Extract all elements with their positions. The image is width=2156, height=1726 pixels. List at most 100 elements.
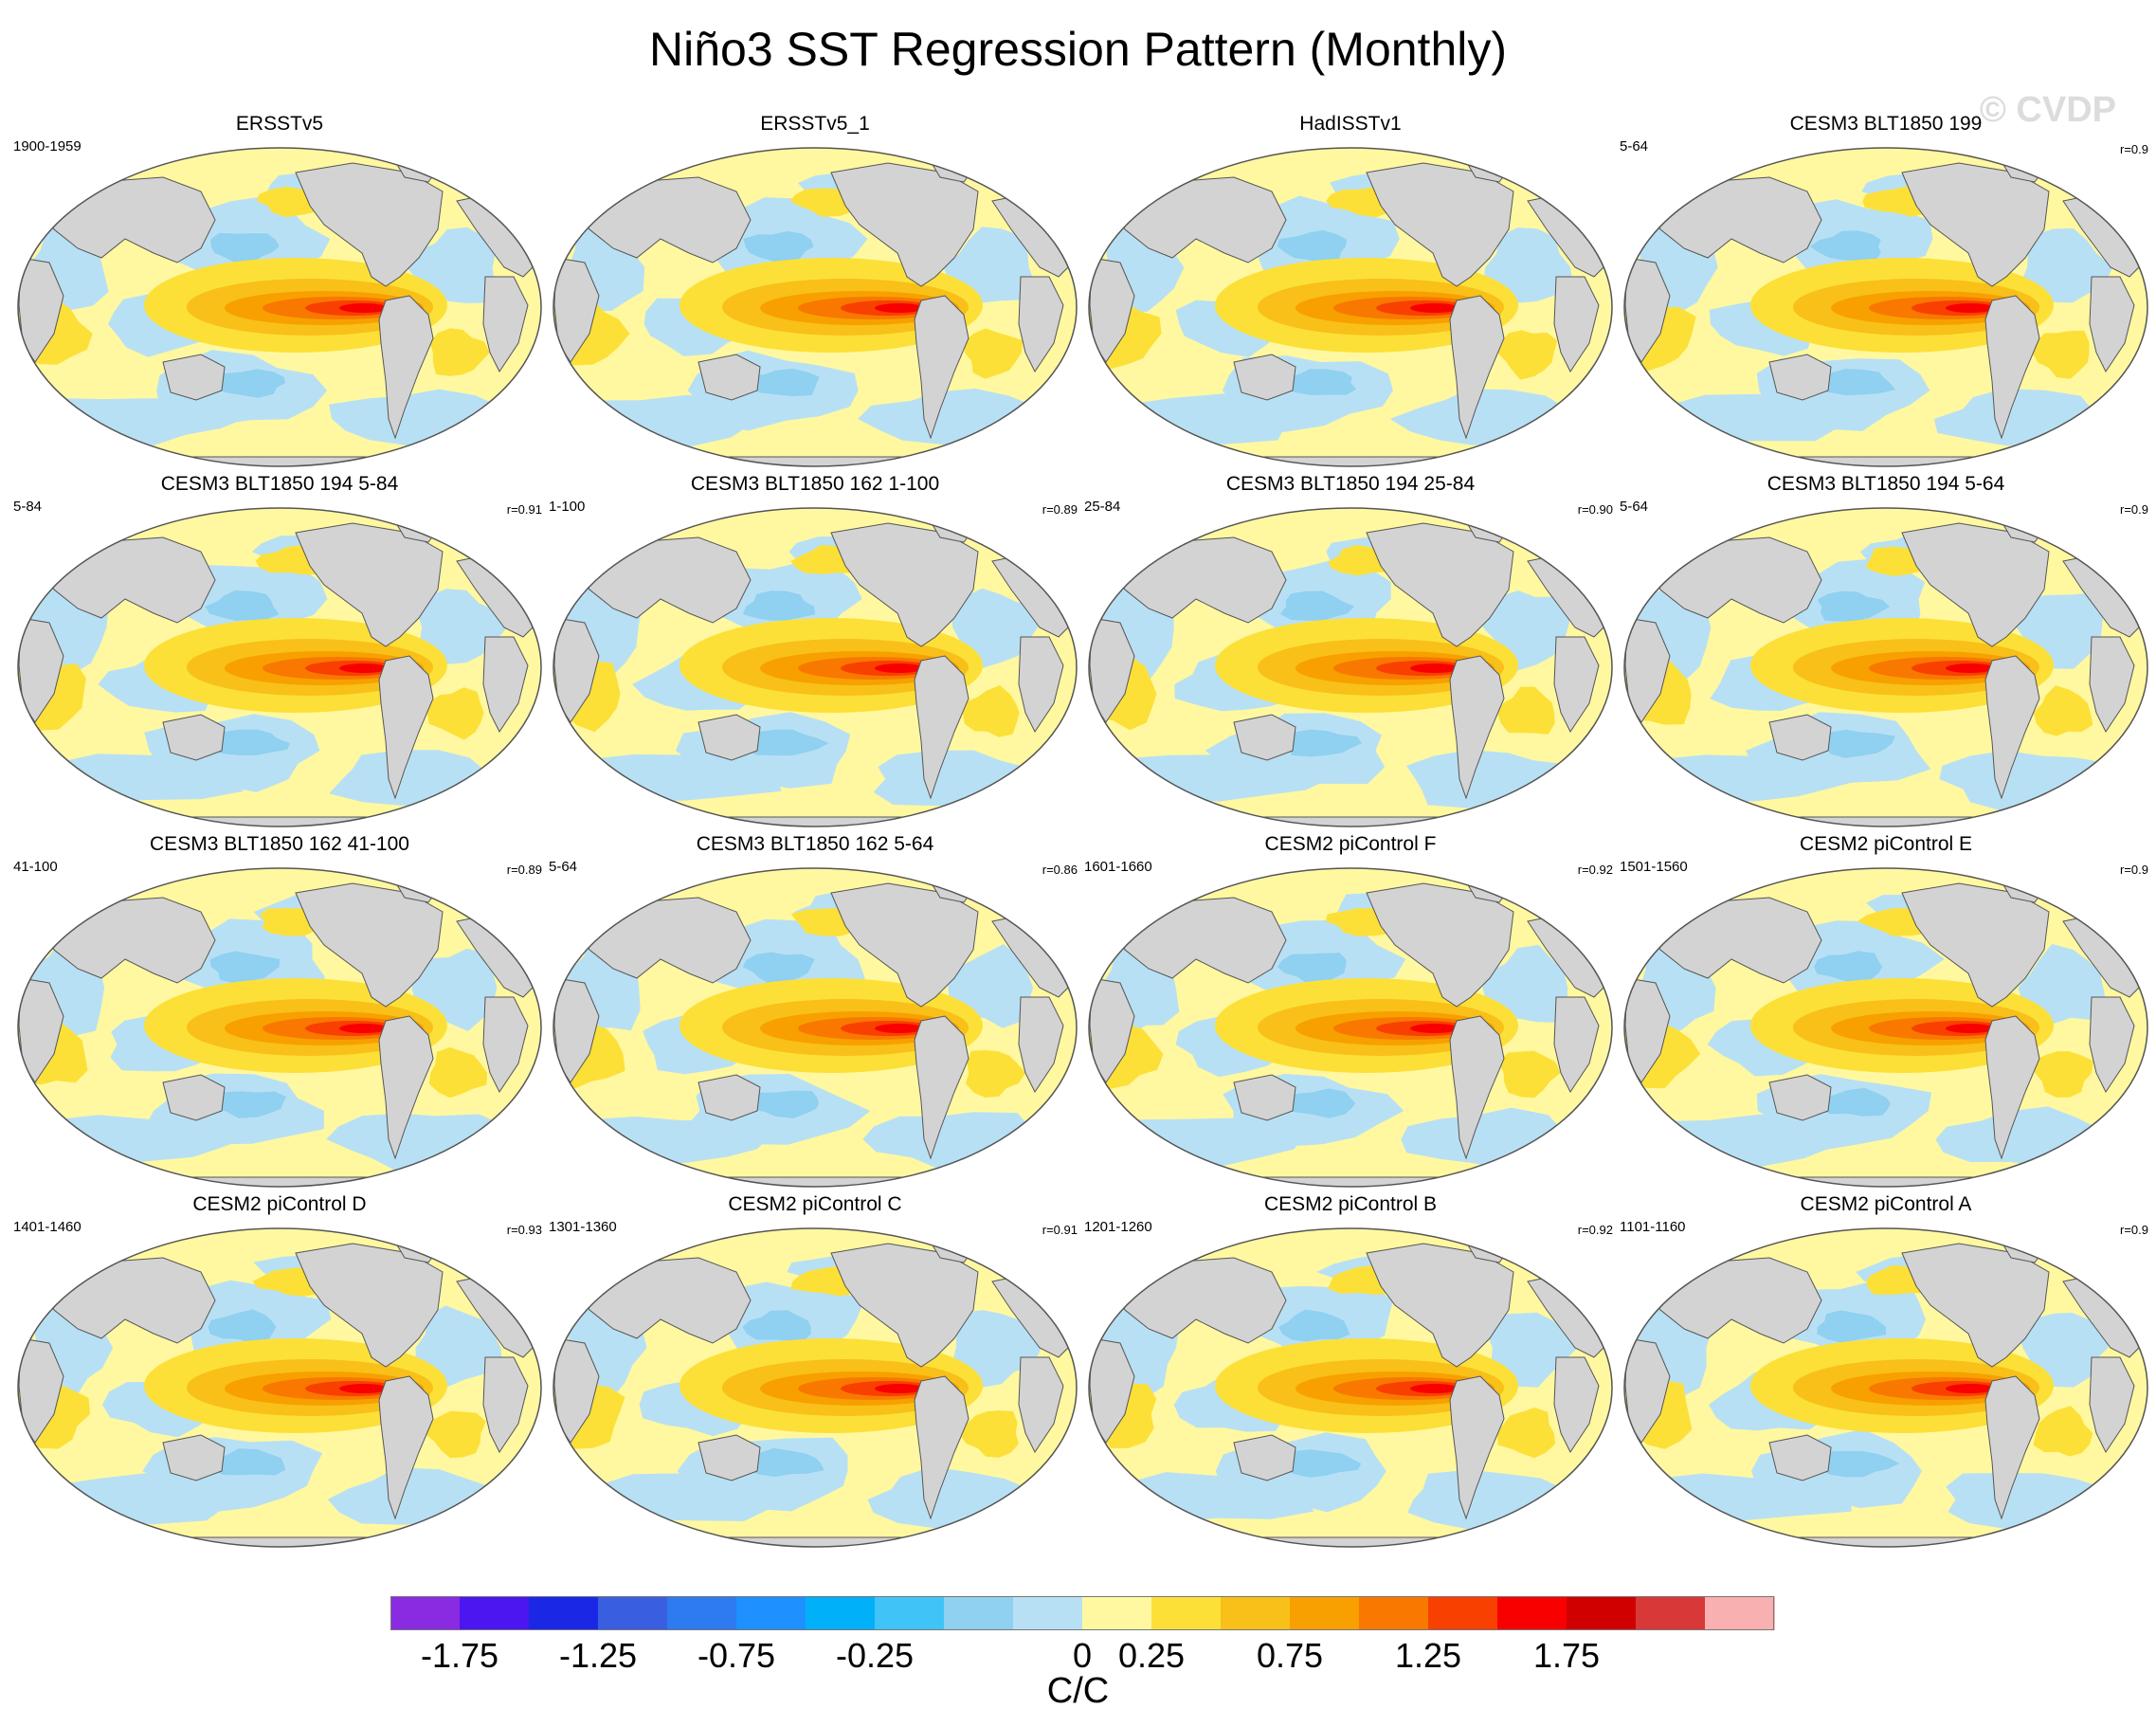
warm-anomaly-patch: [1496, 1408, 1555, 1459]
landmass: [162, 1074, 226, 1121]
map-frame: [1623, 1227, 2148, 1548]
world-map: [17, 867, 542, 1188]
warm-anomaly-tongue: [1410, 1384, 1459, 1393]
warm-anomaly-patch: [962, 685, 1020, 737]
landmass: [1553, 996, 1600, 1093]
warm-anomaly-tongue: [875, 1024, 924, 1033]
cool-anomaly-region: [2018, 943, 2108, 1024]
warm-anomaly-tongue: [339, 1384, 389, 1393]
cool-anomaly-core: [1817, 590, 1891, 622]
panel-title: ERSSTv5: [235, 113, 324, 135]
landmass: [1984, 655, 2040, 800]
landmass: [1089, 617, 1135, 723]
map-frame: [1623, 147, 2148, 467]
cool-anomaly-core: [1815, 1087, 1891, 1117]
warm-anomaly-patch: [1497, 686, 1555, 735]
landmass: [1233, 1434, 1296, 1481]
cool-anomaly-core: [208, 369, 286, 398]
landmass: [1089, 816, 1612, 827]
panel-title: CESM3 BLT1850 162 41-100: [150, 833, 409, 855]
landmass: [1768, 1074, 1832, 1121]
panel-title: CESM3 BLT1850 199: [1789, 113, 1983, 135]
world-map: [553, 867, 1078, 1188]
landmass: [18, 816, 541, 827]
warm-anomaly-tongue: [1410, 1024, 1459, 1033]
panel-title: HadISSTv1: [1299, 113, 1402, 135]
cool-anomaly-core: [1816, 729, 1895, 758]
map-frame: [1623, 867, 2148, 1188]
colorbar-frame: [390, 1596, 1774, 1630]
panel-correlation: r=0.91: [1042, 1223, 1078, 1237]
landmass: [1624, 1337, 1671, 1444]
world-map: [17, 507, 542, 827]
warm-anomaly-patch: [1498, 1050, 1561, 1099]
colorbar-swatch: [1013, 1596, 1083, 1630]
panel-period: 1900-1959: [13, 138, 82, 154]
landmass: [18, 456, 541, 466]
map-frame: [1088, 1227, 1613, 1548]
map-frame: [553, 1227, 1078, 1548]
landmass: [914, 1015, 969, 1160]
map-panel: ERSSTv5_1: [547, 112, 1083, 472]
map-panel: ERSSTv5 1900-1959: [11, 112, 548, 472]
world-map: [1088, 507, 1613, 827]
warm-anomaly-patch: [2032, 330, 2090, 379]
panel-period: 1401-1460: [13, 1219, 82, 1235]
panel-title: CESM2 piControl E: [1799, 833, 1973, 855]
landmass: [1018, 996, 1064, 1093]
landmass: [1768, 1434, 1832, 1481]
panel-period: 1101-1160: [1620, 1219, 1686, 1235]
panel-title: CESM3 BLT1850 162 5-64: [696, 833, 934, 855]
warm-anomaly-tongue: [1410, 303, 1459, 313]
map-panel: CESM2 piControl A 1101-1160 r=0.9: [1618, 1192, 2154, 1553]
landmass: [1984, 1375, 2040, 1520]
cool-anomaly-core: [1275, 369, 1357, 395]
cool-anomaly-region: [1946, 1473, 2127, 1529]
cool-anomaly-core: [743, 1090, 819, 1118]
cool-anomaly-core: [208, 1448, 286, 1476]
cool-anomaly-core: [207, 1091, 287, 1118]
map-panel: CESM2 piControl E 1501-1560 r=0.9: [1618, 832, 2154, 1192]
panel-correlation: r=0.86: [1042, 863, 1078, 877]
landmass: [1233, 1074, 1296, 1121]
colorbar-swatch: [1290, 1596, 1360, 1630]
warm-anomaly-tongue: [339, 303, 389, 313]
page-title: Niño3 SST Regression Pattern (Monthly): [648, 23, 1508, 76]
landmass: [1624, 1536, 2147, 1547]
panel-period: 5-84: [13, 499, 43, 515]
map-panel: CESM2 piControl C 1301-1360 r=0.91: [547, 1192, 1083, 1553]
warm-anomaly-patch: [2033, 685, 2093, 736]
world-map: [553, 1227, 1078, 1548]
cool-anomaly-core: [742, 952, 815, 985]
landmass: [1089, 456, 1612, 466]
panel-period: 1301-1360: [549, 1219, 617, 1235]
cool-anomaly-core: [1281, 729, 1363, 757]
landmass: [698, 1434, 761, 1481]
warm-anomaly-tongue: [875, 663, 924, 673]
landmass: [1449, 295, 1505, 440]
landmass: [378, 1375, 434, 1520]
panel-period: 1201-1260: [1084, 1219, 1152, 1235]
landmass: [1553, 276, 1600, 372]
landmass: [18, 617, 64, 723]
landmass: [1624, 257, 1671, 363]
colorbar-swatch: [944, 1596, 1014, 1630]
colorbar-swatch: [1705, 1596, 1775, 1630]
panel-title: CESM3 BLT1850 162 1-100: [690, 473, 940, 495]
cool-anomaly-core: [210, 232, 280, 263]
landmass: [1768, 354, 1832, 401]
landmass: [378, 1015, 434, 1160]
map-panel: CESM3 BLT1850 194 5-64 5-64 r=0.9: [1618, 472, 2154, 832]
panel-period: 5-64: [1620, 499, 1649, 515]
warm-anomaly-tongue: [339, 663, 389, 673]
landmass: [914, 1375, 969, 1520]
panel-title: ERSSTv5_1: [760, 113, 870, 135]
cool-anomaly-core: [1809, 230, 1881, 261]
landmass: [1768, 714, 1832, 761]
landmass: [553, 617, 600, 723]
landmass: [1624, 1176, 2147, 1187]
panel-correlation: r=0.92: [1577, 1223, 1613, 1237]
world-map: [553, 507, 1078, 827]
warm-anomaly-patch: [2033, 1051, 2093, 1098]
cool-anomaly-core: [1814, 951, 1883, 985]
